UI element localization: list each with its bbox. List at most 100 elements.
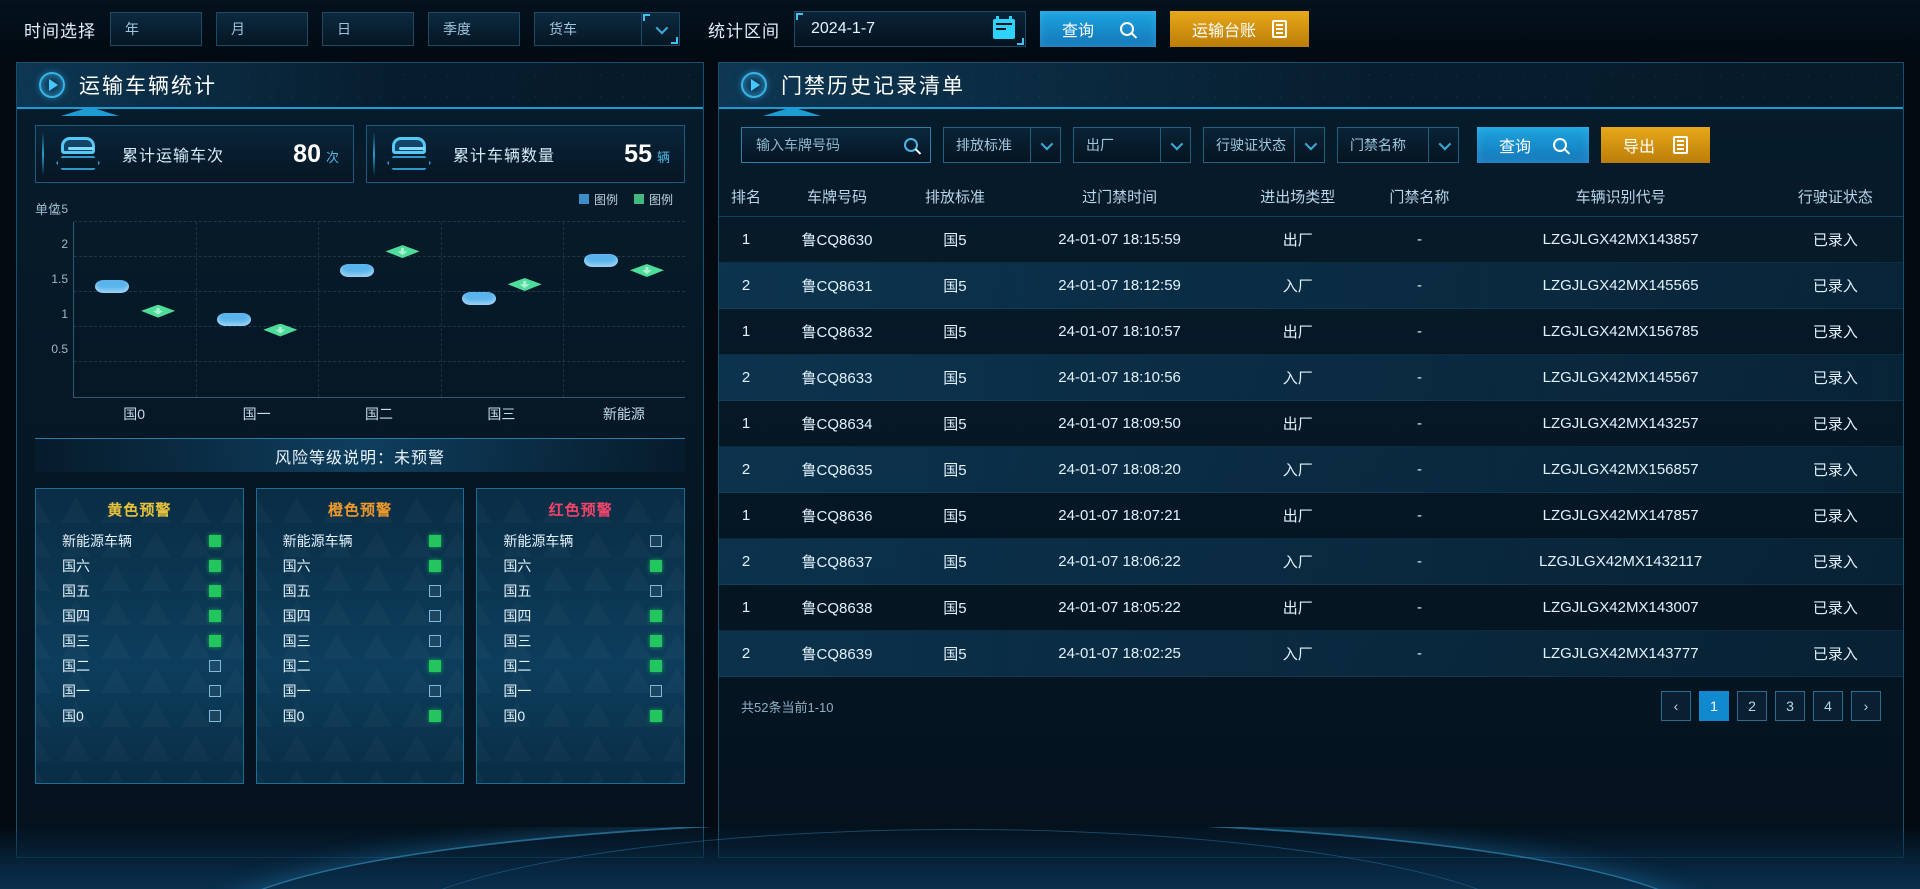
warning-item[interactable]: 国六	[36, 553, 243, 578]
warning-item[interactable]: 国六	[477, 553, 684, 578]
transport-ledger-button[interactable]: 运输台账	[1170, 11, 1310, 47]
bar-新能源-series1[interactable]	[629, 264, 664, 397]
warning-item-checkbox[interactable]	[208, 609, 221, 622]
emission-standard-select[interactable]: 排放标准	[943, 127, 1061, 163]
warning-item[interactable]: 国二	[477, 653, 684, 678]
warning-item-checkbox[interactable]	[208, 659, 221, 672]
warning-item[interactable]: 国二	[257, 653, 464, 678]
warning-item-checkbox[interactable]	[429, 659, 442, 672]
column-header[interactable]: 排名	[719, 177, 774, 217]
pagination-page-4[interactable]: 4	[1813, 691, 1843, 721]
column-header[interactable]: 过门禁时间	[1009, 177, 1231, 217]
warning-item[interactable]: 国三	[36, 628, 243, 653]
warning-item[interactable]: 新能源车辆	[477, 528, 684, 553]
gate-name-select[interactable]: 门禁名称	[1337, 127, 1459, 163]
table-row[interactable]: 1 鲁CQ8634 国5 24-01-07 18:09:50 出厂 - LZGJLGX42M…	[719, 401, 1903, 447]
warning-item-checkbox[interactable]	[429, 684, 442, 697]
table-row[interactable]: 2 鲁CQ8633 国5 24-01-07 18:10:56 入厂 - LZGJLGX42M…	[719, 354, 1903, 401]
query-button[interactable]: 查询	[1040, 11, 1157, 47]
time-tab-month[interactable]: 月	[216, 12, 308, 46]
warning-item-checkbox[interactable]	[208, 709, 221, 722]
table-row[interactable]: 1 鲁CQ8638 国5 24-01-07 18:05:22 出厂 - LZGJLGX42M…	[719, 585, 1903, 631]
time-tab-day[interactable]: 日	[322, 12, 414, 46]
export-button[interactable]: 导出	[1601, 127, 1711, 163]
legend-item-1[interactable]: 图例	[633, 191, 673, 208]
date-range-input[interactable]: 2024-1-7	[794, 11, 1026, 47]
warning-item-checkbox[interactable]	[208, 684, 221, 697]
warning-item-checkbox[interactable]	[429, 534, 442, 547]
pagination-page-2[interactable]: 2	[1737, 691, 1767, 721]
warning-item[interactable]: 国三	[257, 628, 464, 653]
warning-item-checkbox[interactable]	[429, 709, 442, 722]
warning-item[interactable]: 国六	[257, 553, 464, 578]
bar-国一-series0[interactable]	[217, 313, 252, 397]
pagination-prev[interactable]: ‹	[1661, 691, 1691, 721]
column-header[interactable]: 车辆识别代号	[1473, 177, 1768, 217]
calendar-button[interactable]	[983, 12, 1025, 46]
gate-name-caret[interactable]	[1428, 128, 1458, 162]
table-row[interactable]: 2 鲁CQ8637 国5 24-01-07 18:06:22 入厂 - LZGJLGX42M…	[719, 538, 1903, 585]
time-tab-year[interactable]: 年	[110, 12, 202, 46]
table-row[interactable]: 1 鲁CQ8632 国5 24-01-07 18:10:57 出厂 - LZGJLGX42M…	[719, 309, 1903, 355]
warning-item[interactable]: 国0	[257, 703, 464, 728]
pagination-next[interactable]: ›	[1851, 691, 1881, 721]
column-header[interactable]: 行驶证状态	[1767, 177, 1903, 217]
warning-item-checkbox[interactable]	[429, 584, 442, 597]
warning-item-checkbox[interactable]	[650, 684, 663, 697]
time-tab-quarter[interactable]: 季度	[428, 12, 520, 46]
warning-item-checkbox[interactable]	[650, 634, 663, 647]
warning-item-checkbox[interactable]	[650, 659, 663, 672]
warning-item[interactable]: 国0	[477, 703, 684, 728]
table-row[interactable]: 1 鲁CQ8630 国5 24-01-07 18:15:59 出厂 - LZGJLGX42M…	[719, 217, 1903, 263]
warning-item[interactable]: 国五	[257, 578, 464, 603]
license-status-caret[interactable]	[1294, 128, 1324, 162]
bar-国三-series0[interactable]	[461, 292, 496, 397]
column-header[interactable]: 排放标准	[900, 177, 1010, 217]
warning-item[interactable]: 新能源车辆	[36, 528, 243, 553]
pagination-page-3[interactable]: 3	[1775, 691, 1805, 721]
warning-item-checkbox[interactable]	[429, 634, 442, 647]
bar-国0-series0[interactable]	[95, 280, 130, 397]
warning-item[interactable]: 国二	[36, 653, 243, 678]
license-status-select[interactable]: 行驶证状态	[1203, 127, 1325, 163]
warning-item[interactable]: 新能源车辆	[257, 528, 464, 553]
gate-query-button[interactable]: 查询	[1477, 127, 1590, 163]
bar-国二-series1[interactable]	[385, 245, 420, 397]
search-icon[interactable]	[904, 138, 918, 152]
bar-国三-series1[interactable]	[507, 278, 542, 397]
warning-item-checkbox[interactable]	[650, 559, 663, 572]
bar-新能源-series0[interactable]	[583, 253, 618, 398]
vehicle-type-select[interactable]: 货车	[534, 12, 680, 46]
table-row[interactable]: 2 鲁CQ8635 国5 24-01-07 18:08:20 入厂 - LZGJLGX42M…	[719, 446, 1903, 493]
column-header[interactable]: 进出场类型	[1230, 177, 1366, 217]
warning-item[interactable]: 国三	[477, 628, 684, 653]
table-row[interactable]: 2 鲁CQ8631 国5 24-01-07 18:12:59 入厂 - LZGJLGX42M…	[719, 262, 1903, 309]
bar-国0-series1[interactable]	[141, 304, 176, 397]
warning-item[interactable]: 国一	[257, 678, 464, 703]
vehicle-type-caret[interactable]	[641, 13, 679, 45]
warning-item[interactable]: 国四	[477, 603, 684, 628]
warning-item-checkbox[interactable]	[650, 584, 663, 597]
warning-item-checkbox[interactable]	[650, 534, 663, 547]
legend-item-0[interactable]: 图例	[578, 191, 618, 208]
warning-item-checkbox[interactable]	[650, 709, 663, 722]
table-row[interactable]: 2 鲁CQ8639 国5 24-01-07 18:02:25 入厂 - LZGJLGX42M…	[719, 630, 1903, 677]
warning-item[interactable]: 国五	[477, 578, 684, 603]
factory-select[interactable]: 出厂	[1073, 127, 1191, 163]
warning-item[interactable]: 国0	[36, 703, 243, 728]
factory-select-caret[interactable]	[1160, 128, 1190, 162]
warning-item[interactable]: 国四	[257, 603, 464, 628]
warning-item[interactable]: 国四	[36, 603, 243, 628]
bar-国一-series1[interactable]	[263, 323, 298, 398]
emission-standard-caret[interactable]	[1030, 128, 1060, 162]
warning-item-checkbox[interactable]	[650, 609, 663, 622]
warning-item[interactable]: 国五	[36, 578, 243, 603]
column-header[interactable]: 车牌号码	[773, 177, 901, 217]
bar-国二-series0[interactable]	[339, 264, 374, 397]
table-row[interactable]: 1 鲁CQ8636 国5 24-01-07 18:07:21 出厂 - LZGJLGX42M…	[719, 493, 1903, 539]
warning-item-checkbox[interactable]	[208, 559, 221, 572]
warning-item-checkbox[interactable]	[208, 634, 221, 647]
warning-item-checkbox[interactable]	[208, 584, 221, 597]
warning-item-checkbox[interactable]	[208, 534, 221, 547]
warning-item-checkbox[interactable]	[429, 559, 442, 572]
